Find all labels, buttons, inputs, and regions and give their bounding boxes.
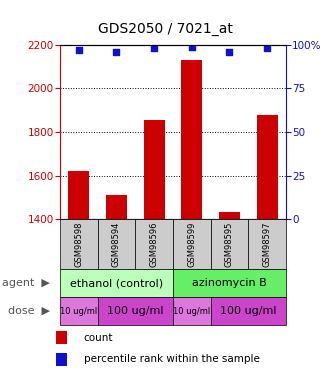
Text: GSM98596: GSM98596 (150, 221, 159, 267)
Text: dose  ▶: dose ▶ (8, 306, 50, 316)
Bar (144, 120, 165, 219)
Bar (135, 219, 173, 269)
Text: azinomycin B: azinomycin B (192, 278, 267, 288)
Text: count: count (84, 333, 113, 343)
Bar (98, 297, 173, 325)
Bar (219, 213, 240, 219)
Text: agent  ▶: agent ▶ (2, 278, 50, 288)
Bar (60, 219, 98, 269)
Text: 100 ug/ml: 100 ug/ml (107, 306, 164, 316)
Bar (56, 332, 67, 344)
Bar (60, 297, 98, 325)
Bar (173, 297, 211, 325)
Bar (69, 171, 89, 219)
Text: ethanol (control): ethanol (control) (70, 278, 163, 288)
Bar (106, 195, 127, 219)
Bar (60, 269, 173, 297)
Text: GSM98597: GSM98597 (263, 221, 272, 267)
Text: GSM98598: GSM98598 (74, 221, 83, 267)
Bar (56, 353, 67, 366)
Point (114, 49, 119, 55)
Text: GSM98594: GSM98594 (112, 221, 121, 267)
Bar (181, 60, 202, 219)
Bar (173, 269, 286, 297)
Bar (173, 219, 211, 269)
Text: GSM98599: GSM98599 (187, 221, 196, 267)
Point (227, 49, 232, 55)
Bar (211, 297, 286, 325)
Text: GSM98595: GSM98595 (225, 221, 234, 267)
Text: percentile rank within the sample: percentile rank within the sample (84, 354, 260, 364)
Bar (248, 219, 286, 269)
Text: 10 ug/ml: 10 ug/ml (173, 306, 211, 315)
Text: 10 ug/ml: 10 ug/ml (60, 306, 97, 315)
Point (152, 45, 157, 51)
Point (76, 47, 81, 53)
Bar (257, 115, 277, 219)
Bar (211, 219, 248, 269)
Text: GDS2050 / 7021_at: GDS2050 / 7021_at (98, 22, 233, 36)
Point (264, 45, 270, 51)
Text: 100 ug/ml: 100 ug/ml (220, 306, 277, 316)
Point (189, 44, 195, 50)
Bar (98, 219, 135, 269)
